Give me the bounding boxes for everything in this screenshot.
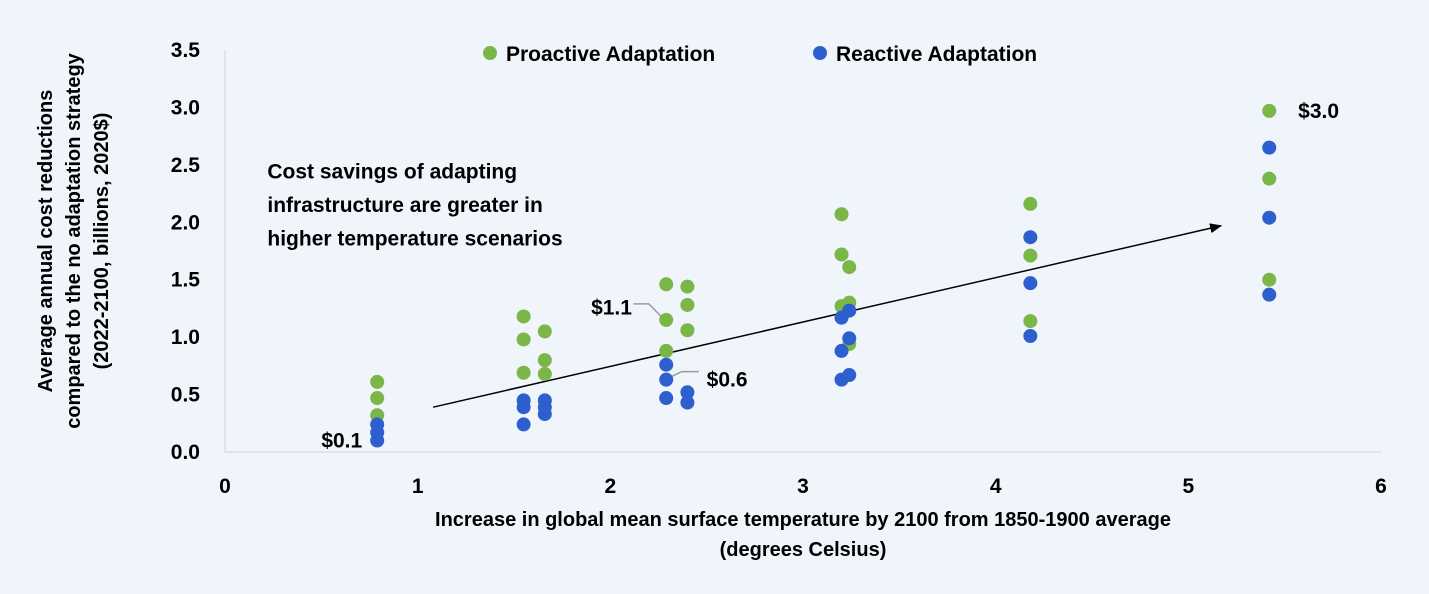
proactive-data-point: [1262, 103, 1277, 118]
reactive-data-point: [516, 400, 531, 415]
reactive-data-point: [680, 385, 695, 400]
axes: 0.0 0.5 1.0 1.5 2.0 2.5 3.0 3.5 0 1 2 3 4 5 6 Increase …: [35, 39, 1387, 561]
y-tick-label: 0.0: [171, 441, 200, 464]
y-tick-label: 0.5: [171, 384, 201, 407]
reactive-data-point: [680, 395, 695, 410]
y-tick-label: 2.5: [171, 154, 201, 177]
data-points: [370, 103, 1277, 448]
proactive-data-point: [834, 247, 849, 262]
legend-label-reactive: Reactive Adaptation: [836, 43, 1037, 66]
legend-label-proactive: Proactive Adaptation: [506, 43, 715, 66]
reactive-data-point: [537, 407, 552, 422]
proactive-data-point: [1262, 272, 1277, 287]
y-axis-title-line3: (2022-2100, billions, 2020$): [91, 113, 113, 370]
reactive-data-point: [370, 433, 385, 448]
reactive-data-point: [659, 357, 674, 372]
callout-label: $3.0: [1298, 100, 1339, 123]
proactive-data-point: [537, 366, 552, 381]
proactive-data-point: [537, 324, 552, 339]
reactive-data-point: [834, 343, 849, 358]
proactive-data-point: [1023, 196, 1038, 211]
reactive-data-point: [1262, 210, 1277, 225]
reactive-data-point: [842, 331, 857, 346]
reactive-data-point: [1023, 328, 1038, 343]
y-tick-label: 2.0: [171, 211, 200, 234]
proactive-data-point: [680, 279, 695, 294]
reactive-data-point: [842, 303, 857, 318]
x-tick-label: 0: [219, 475, 231, 498]
y-tick-label: 1.0: [171, 326, 200, 349]
proactive-data-point: [537, 353, 552, 368]
proactive-data-point: [370, 374, 385, 389]
x-tick-label: 3: [797, 475, 809, 498]
proactive-data-point: [1023, 314, 1038, 329]
proactive-data-point: [659, 312, 674, 327]
reactive-data-point: [516, 417, 531, 432]
x-axis-title: Increase in global mean surface temperat…: [435, 509, 1171, 531]
y-tick-label: 3.5: [171, 39, 201, 62]
callout-label: $0.6: [707, 369, 748, 392]
reactive-data-point: [659, 391, 674, 406]
proactive-data-point: [659, 277, 674, 292]
proactive-data-point: [1023, 248, 1038, 263]
reactive-data-point: [659, 372, 674, 387]
trend-arrow: [432, 223, 1223, 408]
callout-label: $1.1: [591, 296, 632, 319]
proactive-data-point: [1262, 171, 1277, 186]
x-axis-title-line2: (degrees Celsius): [720, 539, 887, 561]
reactive-data-point: [1262, 287, 1277, 302]
reactive-data-point: [842, 368, 857, 383]
y-tick-label: 3.0: [171, 96, 200, 119]
x-tick-label: 2: [604, 475, 616, 498]
proactive-data-point: [834, 207, 849, 222]
proactive-data-point: [516, 332, 531, 347]
proactive-data-point: [370, 391, 385, 406]
proactive-data-point: [516, 365, 531, 380]
callout-leader-line: [669, 370, 699, 379]
proactive-data-point: [842, 260, 857, 275]
x-tick-label: 1: [412, 475, 424, 498]
reactive-data-point: [1023, 230, 1038, 245]
annotation-text-line2: infrastructure are greater in: [267, 194, 542, 217]
legend-marker-proactive: [483, 46, 497, 60]
y-axis-title-line2: compared to the no adaptation strategy: [63, 52, 85, 428]
x-tick-label: 4: [990, 475, 1002, 498]
annotation-layer: Cost savings of adapting infrastructure a…: [267, 100, 1339, 453]
callout-leader-line: [633, 303, 663, 319]
y-axis-title-line1: Average annual cost reductions: [35, 90, 57, 393]
callout-label: $0.1: [321, 430, 362, 453]
proactive-data-point: [516, 309, 531, 324]
reactive-data-point: [1262, 140, 1277, 155]
annotation-text-line3: higher temperature scenarios: [267, 227, 562, 250]
legend: Proactive Adaptation Reactive Adaptation: [483, 43, 1037, 66]
annotation-text-line1: Cost savings of adapting: [267, 161, 517, 184]
x-tick-label: 6: [1375, 475, 1387, 498]
proactive-data-point: [680, 297, 695, 312]
x-tick-label: 5: [1182, 475, 1194, 498]
y-tick-label: 1.5: [171, 269, 201, 292]
legend-marker-reactive: [813, 46, 827, 60]
reactive-data-point: [1023, 276, 1038, 291]
proactive-data-point: [659, 343, 674, 358]
proactive-data-point: [680, 323, 695, 338]
